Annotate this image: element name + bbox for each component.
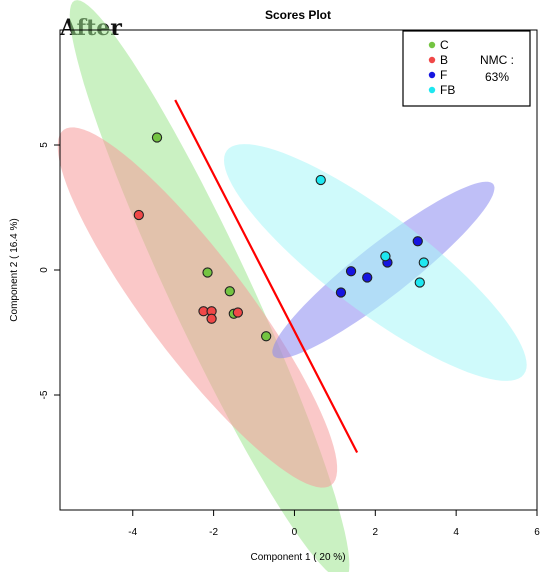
legend-marker-c <box>428 41 436 49</box>
point-fb-4 <box>414 277 425 288</box>
chart-title: Scores Plot <box>265 8 331 22</box>
annotation-line-2: 63% <box>485 70 509 84</box>
x-tick-label-6: 6 <box>534 527 540 538</box>
point-c-5 <box>261 331 272 342</box>
x-axis: -4 -2 0 2 4 6 <box>128 510 540 538</box>
legend-box <box>402 30 531 107</box>
point-b-4 <box>206 313 217 324</box>
point-c-1 <box>151 132 163 143</box>
y-axis: -5 0 5 <box>39 142 60 399</box>
separator-line-group <box>174 99 359 454</box>
point-f-5 <box>412 236 423 247</box>
point-f-1 <box>335 287 347 298</box>
confidence-ellipses <box>57 0 527 572</box>
point-fb-1 <box>315 174 326 186</box>
legend-label-c: C <box>440 38 449 52</box>
y-tick-label--5: -5 <box>39 390 50 399</box>
legend-marker-fb <box>428 86 436 94</box>
x-axis-label: Component 1 ( 20 %) <box>250 552 345 563</box>
point-fb-2 <box>380 251 391 262</box>
ellipse-b <box>57 127 338 488</box>
annotation-line-1: NMC : <box>480 53 514 67</box>
legend-marker-f <box>428 71 436 79</box>
x-tick-label--4: -4 <box>128 527 137 538</box>
point-c-2 <box>202 267 213 278</box>
point-b-1 <box>133 209 144 221</box>
ellipse-fb <box>224 144 527 381</box>
x-tick-label--2: -2 <box>209 527 218 538</box>
point-f-2 <box>345 266 357 277</box>
legend-label-f: F <box>440 68 447 82</box>
y-tick-label-0: 0 <box>39 267 50 273</box>
point-c-3 <box>224 286 235 297</box>
x-tick-label-4: 4 <box>453 527 459 538</box>
point-f-3 <box>362 272 373 283</box>
legend-label-fb: FB <box>440 83 455 97</box>
point-fb-3 <box>418 257 429 268</box>
data-points <box>133 132 429 342</box>
point-b-5 <box>232 307 244 318</box>
x-tick-label-0: 0 <box>292 527 298 538</box>
legend-marker-b <box>428 56 436 64</box>
legend-label-b: B <box>440 53 448 67</box>
y-axis-label: Component 2 ( 16.4 %) <box>9 218 20 321</box>
y-tick-label-5: 5 <box>39 142 50 148</box>
x-tick-label-2: 2 <box>373 527 379 538</box>
separator-line <box>174 99 359 454</box>
